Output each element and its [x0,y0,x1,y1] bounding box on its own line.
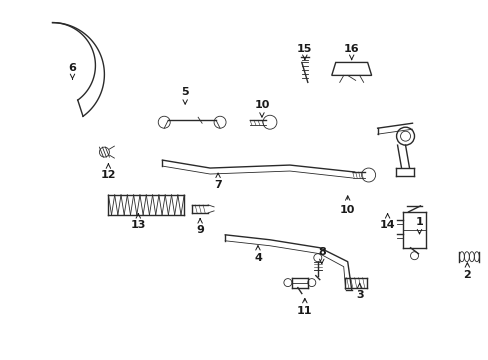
Text: 8: 8 [317,247,325,264]
Text: 1: 1 [415,217,423,234]
Text: 2: 2 [463,263,470,280]
Text: 16: 16 [343,44,359,59]
Text: 15: 15 [297,44,312,59]
Text: 14: 14 [379,214,395,230]
Text: 4: 4 [253,246,262,263]
Text: 7: 7 [214,173,222,190]
Text: 9: 9 [196,219,203,235]
Text: 6: 6 [68,63,76,79]
Text: 3: 3 [355,283,363,300]
Text: 13: 13 [130,214,146,230]
Text: 12: 12 [101,164,116,180]
Text: 11: 11 [297,298,312,316]
Text: 10: 10 [254,100,269,117]
Text: 5: 5 [181,87,188,104]
Text: 10: 10 [339,196,355,215]
